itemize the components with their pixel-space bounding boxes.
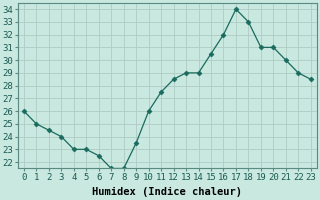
X-axis label: Humidex (Indice chaleur): Humidex (Indice chaleur) — [92, 187, 242, 197]
